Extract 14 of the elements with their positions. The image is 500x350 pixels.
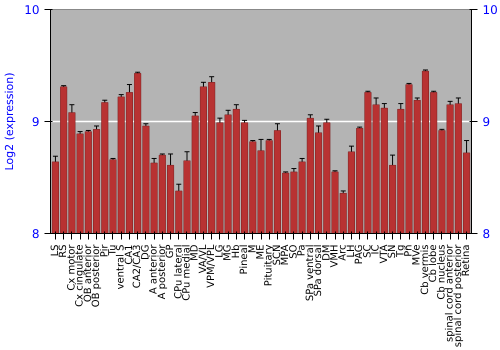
y-tick-label: 9 [32,115,40,129]
y2-tick-label: 9 [482,115,490,129]
y-axis-title: Log2 (expression) [3,72,16,171]
x-tick-label: A posterior [156,244,168,300]
x-tick-label: OB posterior [91,244,102,308]
y2-tick-label: 10 [482,3,498,17]
y-tick-label: 8 [32,227,40,241]
x-tick-label: Pituitary [264,244,275,286]
y2-tick-label: 8 [482,227,490,241]
y-tick-label: 10 [24,3,40,17]
x-tick-label: spinal cord posterior [452,244,464,348]
x-tick-label: Retina [461,244,472,276]
x-tick-label: ME [256,244,266,260]
x-tick-label: Tg [395,244,406,258]
